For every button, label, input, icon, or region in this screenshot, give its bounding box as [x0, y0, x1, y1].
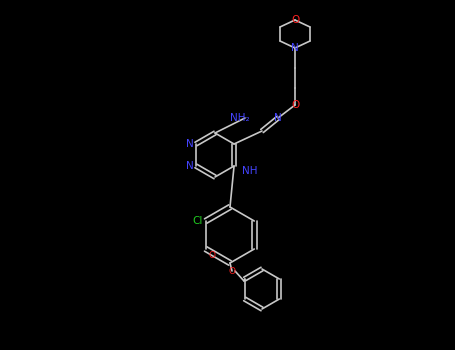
- Text: N: N: [186, 139, 194, 149]
- Text: NH: NH: [242, 166, 258, 176]
- Text: Cl: Cl: [192, 216, 203, 226]
- Text: O: O: [228, 266, 236, 275]
- Text: N: N: [291, 43, 299, 53]
- Text: O: O: [291, 100, 299, 110]
- Text: NH₂: NH₂: [230, 113, 250, 123]
- Text: N: N: [274, 113, 282, 123]
- Text: O: O: [209, 252, 216, 260]
- Text: O: O: [291, 15, 299, 25]
- Text: N: N: [186, 161, 194, 171]
